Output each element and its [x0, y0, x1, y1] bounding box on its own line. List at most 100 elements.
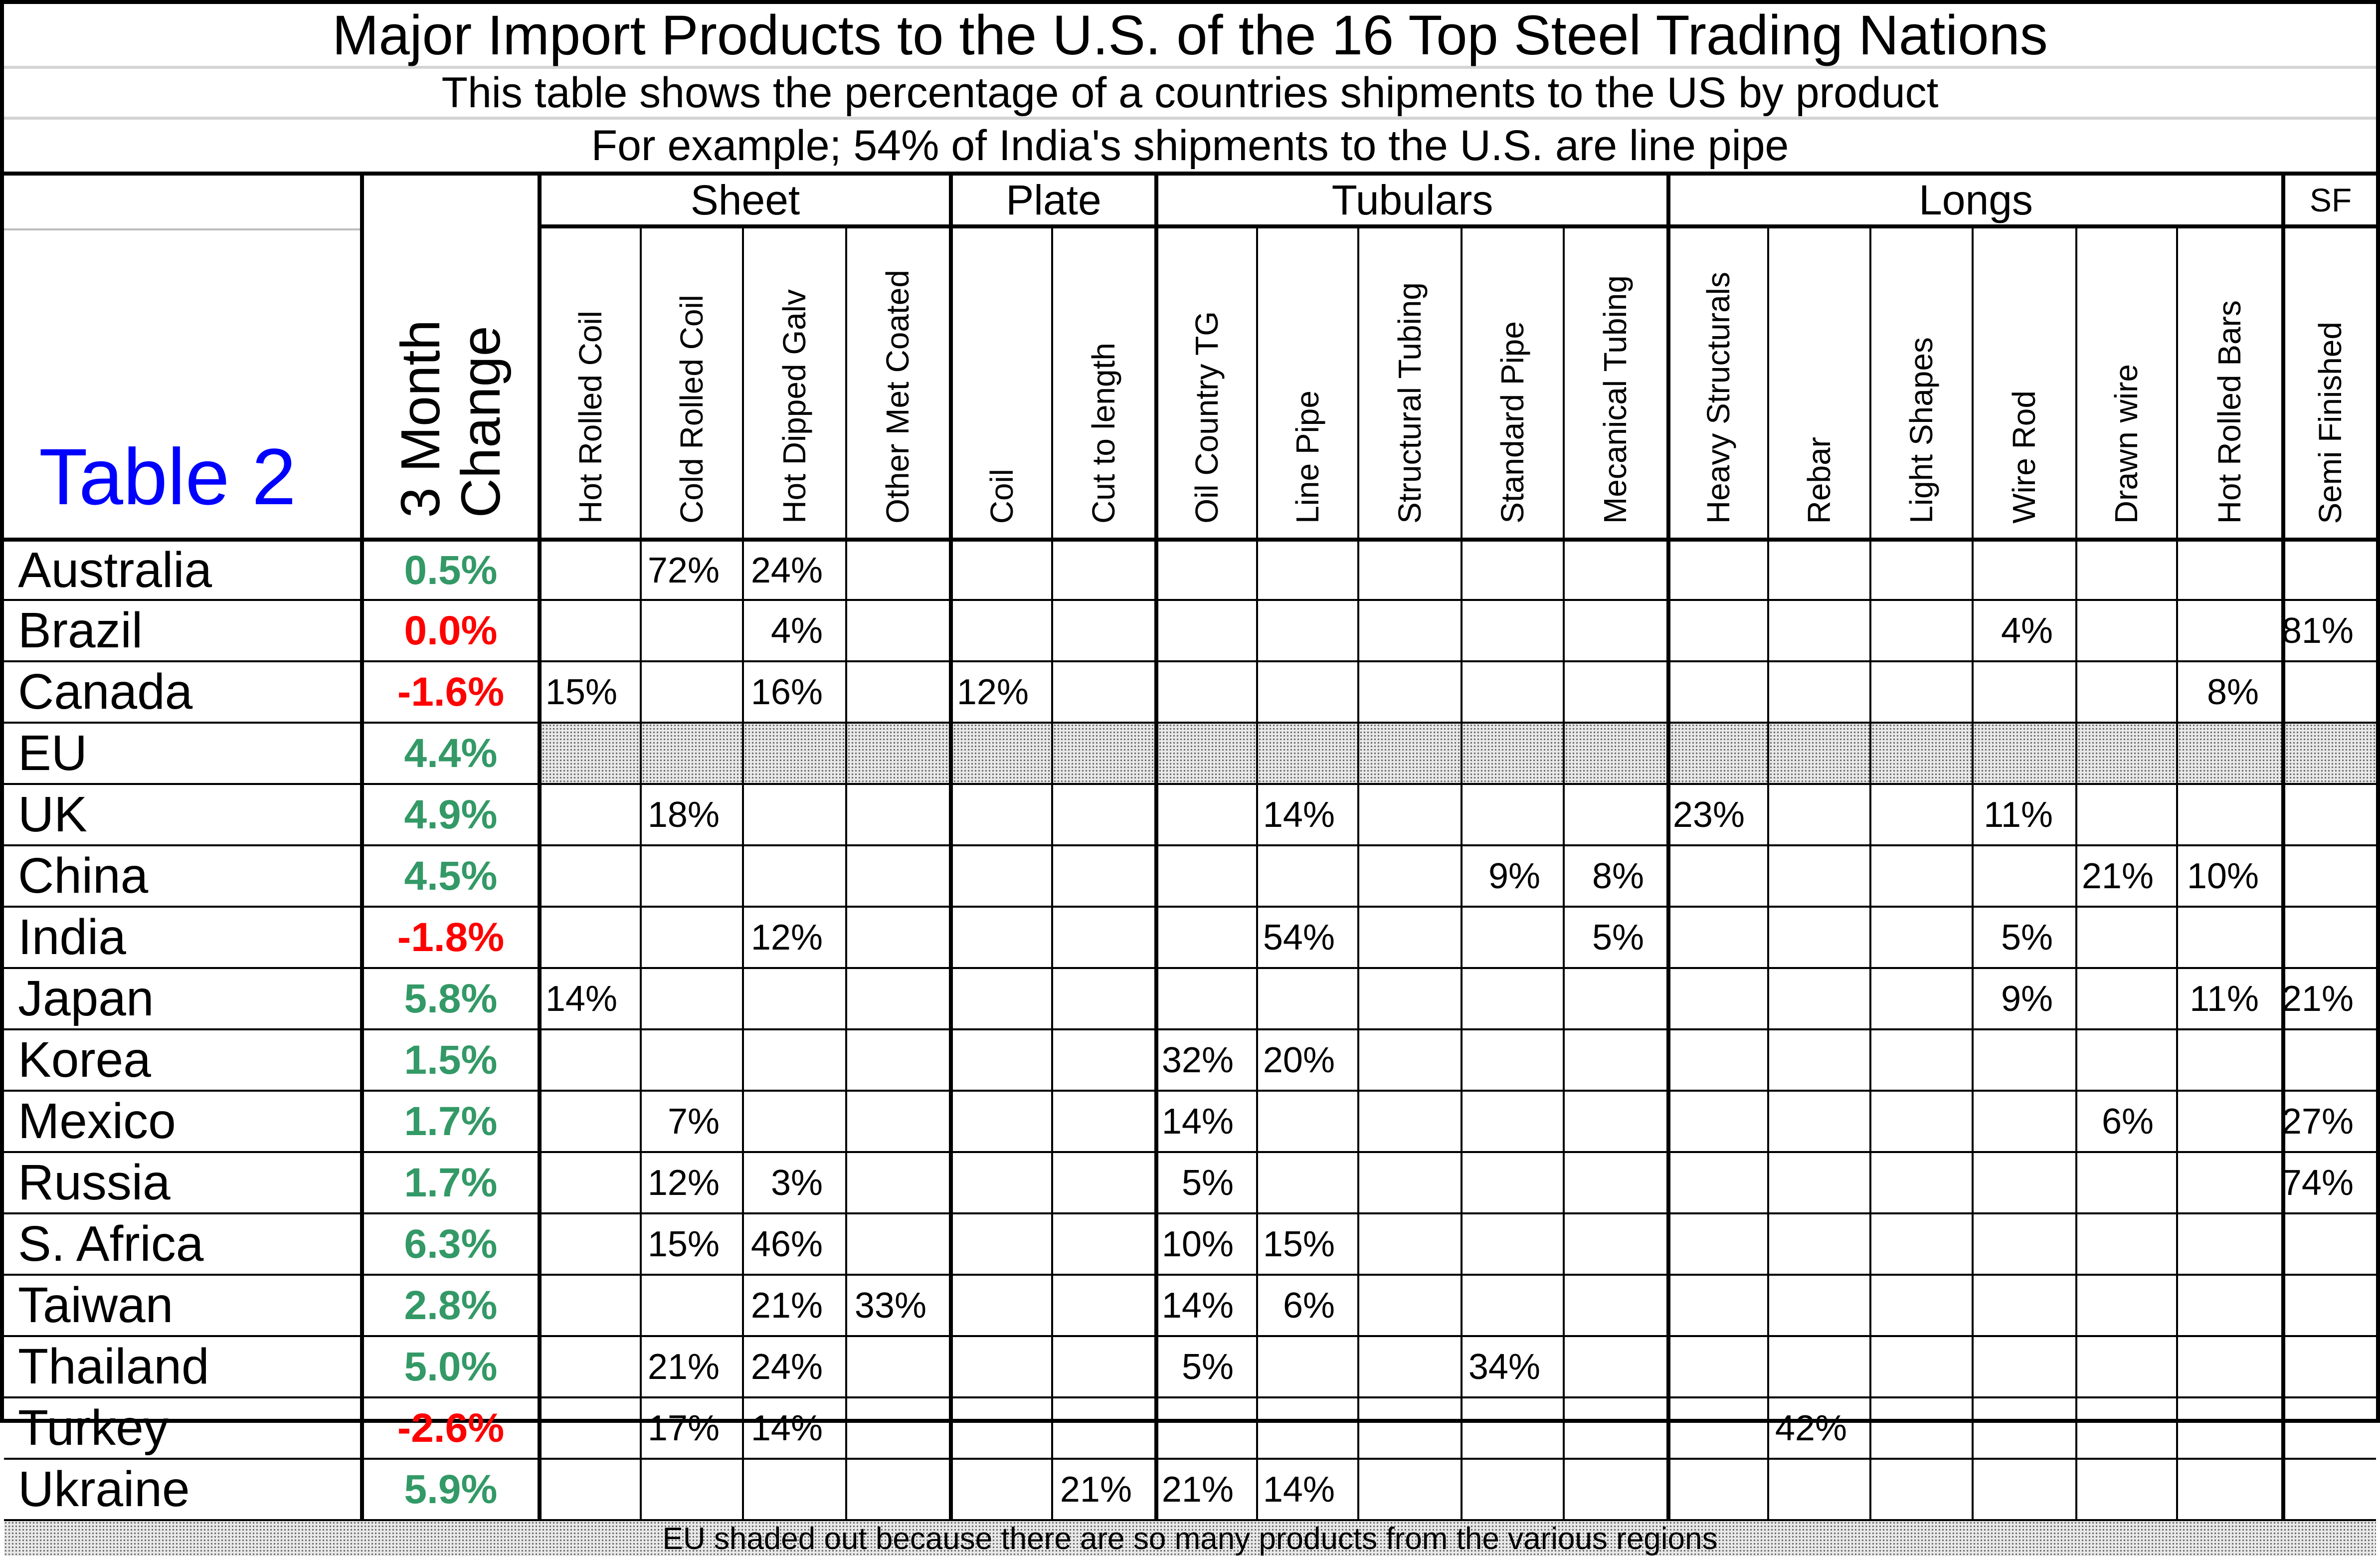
- value-cell: [1869, 722, 1972, 783]
- column-header-hot-dipped-galv: Hot Dipped Galv: [742, 228, 845, 538]
- value-cell: [1051, 722, 1154, 783]
- value-cell: [538, 722, 640, 783]
- change-cell: 5.9%: [360, 1458, 538, 1519]
- value-cell: [949, 906, 1051, 967]
- column-header-standard-pipe: Standard Pipe: [1461, 228, 1563, 538]
- value-cell: [1154, 844, 1256, 906]
- group-header-plate: Plate: [949, 176, 1154, 228]
- value-cell: [1767, 1458, 1869, 1519]
- value-cell: [1154, 967, 1256, 1028]
- value-cell: [1972, 844, 2075, 906]
- change-cell: 5.0%: [360, 1335, 538, 1396]
- country-cell-brazil: Brazil: [4, 599, 360, 660]
- column-header-hot-rolled-coil: Hot Rolled Coil: [538, 228, 640, 538]
- value-cell: [1051, 660, 1154, 722]
- value-cell: [1154, 660, 1256, 722]
- value-cell: [1563, 538, 1666, 599]
- value-cell: [1051, 1396, 1154, 1458]
- value-cell: [2281, 906, 2376, 967]
- value-cell: [845, 1458, 949, 1519]
- value-cell: [1357, 1274, 1461, 1335]
- country-cell-s-africa: S. Africa: [4, 1212, 360, 1274]
- value-cell: [1256, 538, 1357, 599]
- value-cell: [845, 967, 949, 1028]
- value-cell: [2281, 1458, 2376, 1519]
- value-cell: [2075, 722, 2176, 783]
- column-label: Hot Rolled Coil: [572, 311, 608, 524]
- value-cell: [1972, 1090, 2075, 1151]
- value-cell: 15%: [1256, 1212, 1357, 1274]
- column-header-coil: Coil: [949, 228, 1051, 538]
- value-cell: [1972, 722, 2075, 783]
- value-cell: [1154, 1396, 1256, 1458]
- value-cell: [1767, 783, 1869, 844]
- value-cell: [1666, 1274, 1767, 1335]
- value-cell: [2281, 1212, 2376, 1274]
- country-cell-ukraine: Ukraine: [4, 1458, 360, 1519]
- column-header-rebar: Rebar: [1767, 228, 1869, 538]
- value-cell: [1154, 783, 1256, 844]
- value-cell: [1461, 1090, 1563, 1151]
- value-cell: [2176, 1458, 2281, 1519]
- change-cell: 1.5%: [360, 1028, 538, 1090]
- value-cell: [1357, 538, 1461, 599]
- value-cell: [1869, 1028, 1972, 1090]
- column-header-heavy-structurals: Heavy Structurals: [1666, 228, 1767, 538]
- three-month-change-label: 3 Month Change: [390, 320, 512, 518]
- value-cell: [2075, 906, 2176, 967]
- column-header-mecanical-tubing: Mecanical Tubing: [1563, 228, 1666, 538]
- country-cell-mexico: Mexico: [4, 1090, 360, 1151]
- value-cell: [1256, 599, 1357, 660]
- value-cell: [1666, 844, 1767, 906]
- value-cell: [845, 1335, 949, 1396]
- value-cell: [1051, 906, 1154, 967]
- value-cell: 15%: [640, 1212, 742, 1274]
- value-cell: 9%: [1972, 967, 2075, 1028]
- value-cell: [1563, 1090, 1666, 1151]
- value-cell: [2176, 783, 2281, 844]
- column-header-semi-finished: Semi Finished: [2281, 228, 2376, 538]
- value-cell: [1461, 1396, 1563, 1458]
- value-cell: 14%: [1154, 1090, 1256, 1151]
- column-label: Cut to length: [1085, 343, 1121, 524]
- value-cell: [1563, 783, 1666, 844]
- column-label: Other Met Coated: [880, 270, 916, 524]
- value-cell: [1051, 783, 1154, 844]
- value-cell: [2176, 1274, 2281, 1335]
- value-cell: [2281, 660, 2376, 722]
- change-cell: 4.4%: [360, 722, 538, 783]
- header-divider-line: [4, 228, 360, 230]
- value-cell: [1357, 1151, 1461, 1212]
- value-cell: [1357, 1396, 1461, 1458]
- value-cell: [1666, 722, 1767, 783]
- value-cell: [1154, 906, 1256, 967]
- value-cell: 14%: [1154, 1274, 1256, 1335]
- value-cell: [1869, 967, 1972, 1028]
- value-cell: [1051, 967, 1154, 1028]
- value-cell: 14%: [1256, 783, 1357, 844]
- value-cell: [1767, 906, 1869, 967]
- value-cell: 21%: [640, 1335, 742, 1396]
- value-cell: 54%: [1256, 906, 1357, 967]
- value-cell: 5%: [1563, 906, 1666, 967]
- change-cell: 5.8%: [360, 967, 538, 1028]
- value-cell: [640, 967, 742, 1028]
- country-cell-uk: UK: [4, 783, 360, 844]
- value-cell: [1461, 1151, 1563, 1212]
- value-cell: [949, 722, 1051, 783]
- value-cell: 11%: [1972, 783, 2075, 844]
- value-cell: 33%: [845, 1274, 949, 1335]
- value-cell: [538, 1274, 640, 1335]
- value-cell: [1256, 844, 1357, 906]
- value-cell: [1256, 722, 1357, 783]
- value-cell: [1563, 599, 1666, 660]
- value-cell: [2176, 1151, 2281, 1212]
- value-cell: [742, 844, 845, 906]
- value-cell: [1972, 538, 2075, 599]
- value-cell: [1357, 599, 1461, 660]
- value-cell: [845, 1090, 949, 1151]
- value-cell: [1972, 1335, 2075, 1396]
- country-cell-taiwan: Taiwan: [4, 1274, 360, 1335]
- page-title: Major Import Products to the U.S. of the…: [4, 4, 2376, 69]
